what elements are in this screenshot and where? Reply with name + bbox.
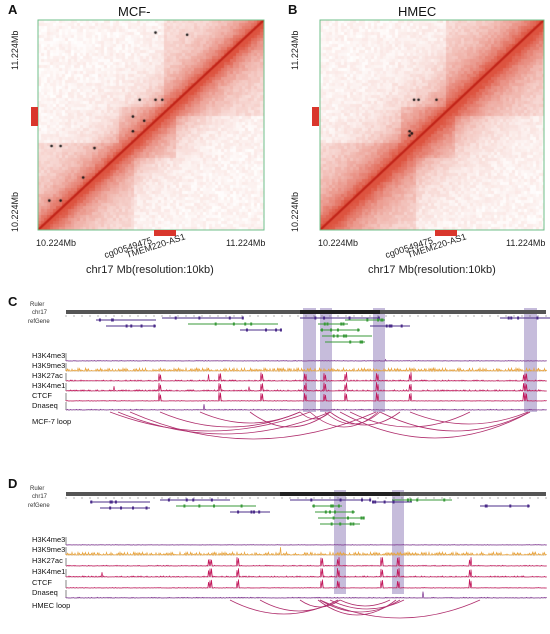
signal-trace — [66, 579, 547, 589]
track-label-h3k4me1: H3K4me1 — [32, 381, 66, 390]
hic-heatmap — [320, 20, 544, 230]
ruler-label: Ruler — [30, 486, 45, 492]
signal-trace — [65, 404, 547, 411]
y-top-label: 11.224Mb — [10, 30, 20, 70]
loop-label: MCF-7 loop — [32, 417, 72, 426]
signal-trace — [65, 547, 548, 557]
chromatin-loop — [339, 599, 391, 607]
signal-trace — [65, 567, 547, 578]
track-label-ctcf: CTCF — [32, 391, 52, 400]
panel-label: B — [288, 2, 298, 17]
chrom-label: chr17 — [32, 494, 48, 500]
genome-browser-d — [65, 490, 548, 619]
highlight-region — [373, 308, 385, 412]
chromatin-loop — [339, 411, 531, 439]
track-label-h3k27ac: H3K27ac — [32, 371, 63, 380]
signal-trace — [66, 557, 547, 567]
panel-label: C — [8, 294, 18, 309]
chromatin-loop — [324, 411, 381, 425]
chromatin-loop — [349, 411, 471, 428]
chromatin-loop — [329, 411, 401, 426]
x-right-label: 11.224Mb — [506, 238, 546, 248]
chromatin-loop — [199, 411, 301, 424]
track-label-dnaseq: Dnaseq — [32, 588, 58, 597]
ruler-highlight — [280, 492, 400, 496]
y-region-marker — [31, 107, 38, 126]
loop-label: HMEC loop — [32, 601, 71, 610]
x-axis-title: chr17 Mb(resolution:10kb) — [86, 264, 214, 276]
signal-trace — [65, 392, 547, 402]
y-top-label: 11.224Mb — [290, 30, 300, 70]
chromatin-loop — [319, 599, 481, 619]
y-bottom-label: 10.224Mb — [10, 191, 20, 232]
track-label-h3k4me1: H3K4me1 — [32, 567, 66, 576]
x-right-label: 11.224Mb — [226, 238, 266, 248]
chromatin-loop — [329, 599, 405, 610]
chromatin-loop — [317, 599, 397, 616]
ruler-highlight — [300, 310, 380, 314]
chromatin-loop — [109, 411, 311, 432]
chromatin-loop — [129, 411, 377, 440]
highlight-region — [334, 490, 346, 594]
chromatin-loop — [309, 411, 379, 428]
highlight-region — [392, 490, 404, 594]
x-left-label: 10.224Mb — [36, 238, 77, 248]
chromatin-loop — [379, 411, 531, 432]
x-axis-title: chr17 Mb(resolution:10kb) — [368, 264, 496, 276]
y-region-marker — [312, 107, 319, 126]
track-label-ctcf: CTCF — [32, 578, 52, 587]
signal-trace — [65, 366, 548, 373]
ruler-label: Ruler — [30, 302, 45, 308]
track-label-h3k4me3: H3K4me3 — [32, 351, 66, 360]
refgene-label: refGene — [28, 319, 50, 325]
track-label-h3k27ac: H3K27ac — [32, 556, 63, 565]
refgene-label: refGene — [28, 503, 50, 509]
panel-label: D — [8, 476, 18, 491]
signal-trace — [65, 544, 547, 546]
signal-trace — [65, 591, 548, 599]
chromatin-loop — [319, 599, 401, 613]
track-label-h3k4me3: H3K4me3 — [32, 535, 66, 544]
chromatin-loop — [409, 411, 529, 425]
track-label-h3k9me3: H3K9me3 — [32, 361, 66, 370]
signal-trace — [65, 372, 547, 382]
panel-title: HMEC — [398, 4, 437, 19]
panel-label: A — [8, 2, 18, 17]
y-bottom-label: 10.224Mb — [290, 191, 300, 232]
hic-heatmap — [38, 20, 264, 230]
chromatin-loop — [249, 411, 331, 428]
highlight-region — [524, 308, 537, 412]
chromatin-loop — [299, 599, 341, 608]
chrom-label: chr17 — [32, 310, 48, 316]
highlight-region — [320, 308, 332, 412]
track-label-dnaseq: Dnaseq — [32, 401, 58, 410]
signal-trace — [65, 358, 547, 362]
genome-browser-c — [65, 308, 550, 440]
x-left-label: 10.224Mb — [318, 238, 359, 248]
track-label-h3k9me3: H3K9me3 — [32, 545, 66, 554]
signal-trace — [65, 382, 547, 393]
chromatin-loop — [117, 411, 331, 435]
